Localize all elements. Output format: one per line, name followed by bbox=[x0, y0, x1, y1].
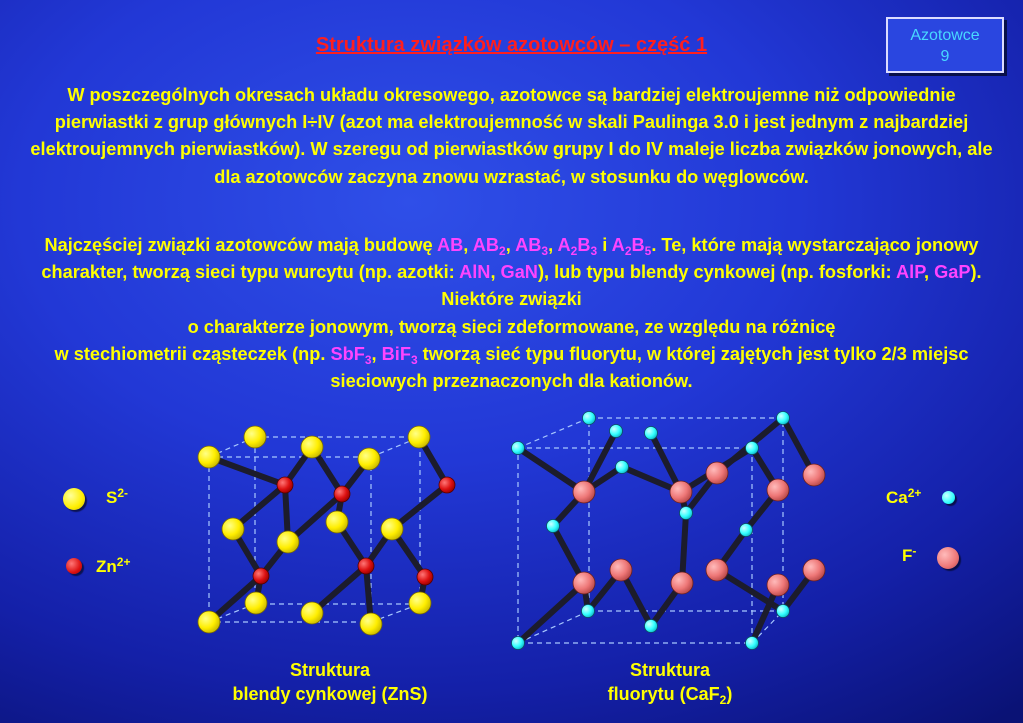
f-ion bbox=[705, 558, 729, 582]
s-ion bbox=[380, 517, 404, 541]
zinc-ions bbox=[252, 476, 456, 586]
legend-s-label: S2- bbox=[106, 486, 129, 507]
fluoride-ions bbox=[572, 461, 826, 597]
slide-title: Struktura związków azotowców – część 1 bbox=[315, 34, 708, 56]
f-ion bbox=[670, 571, 694, 595]
text-segment: i bbox=[597, 235, 612, 255]
f-ion bbox=[572, 571, 596, 595]
paragraph-structures: Najczęściej związki azotowców mają budow… bbox=[41, 235, 982, 392]
s-ion bbox=[197, 445, 221, 469]
f-ion bbox=[766, 573, 790, 597]
f-ion bbox=[766, 478, 790, 502]
ca-ion bbox=[776, 411, 790, 425]
formula-ab3: AB3 bbox=[515, 235, 549, 258]
ca-ion bbox=[546, 519, 560, 533]
ca-ion bbox=[511, 441, 525, 455]
formula-a2b5: A2B5 bbox=[611, 235, 652, 258]
ca-ion bbox=[644, 619, 658, 633]
s-ion bbox=[197, 610, 221, 634]
sulfur-ions bbox=[197, 425, 432, 636]
ca-ion bbox=[609, 424, 623, 438]
formula-ab2: AB2 bbox=[472, 235, 506, 258]
slide-badge[interactable]: Azotowce 9 bbox=[886, 17, 1004, 73]
s-ion bbox=[300, 435, 324, 459]
caption-zinc-blende: Struktura blendy cynkowej (ZnS) bbox=[180, 658, 480, 706]
zinc-blende-cell-edges bbox=[208, 436, 421, 623]
ca-ion bbox=[582, 411, 596, 425]
caption-line: fluorytu (CaF2) bbox=[607, 684, 733, 707]
ca-ion bbox=[581, 604, 595, 618]
f-ion bbox=[572, 480, 596, 504]
paragraph-electronegativity: W poszczególnych okresach układu okresow… bbox=[30, 85, 993, 187]
s-ion bbox=[359, 612, 383, 636]
f-ion bbox=[609, 558, 633, 582]
formula-a2b3: A2B3 bbox=[557, 235, 598, 258]
text-segment: ), lub typu blendy cynkowej (np. fosfork… bbox=[537, 262, 896, 283]
legend-ca-label: Ca2+ bbox=[886, 486, 922, 507]
f-ion bbox=[802, 558, 826, 582]
fluorite-bonds bbox=[515, 415, 817, 646]
ca-ion bbox=[776, 604, 790, 618]
badge-label: Azotowce bbox=[910, 27, 980, 44]
legend-ca-swatch bbox=[942, 491, 955, 504]
text-segment: tworzą sieć typu fluorytu, w której zaję… bbox=[330, 343, 969, 392]
badge-page-number: 9 bbox=[940, 48, 950, 65]
legend-zn-swatch bbox=[66, 558, 82, 574]
ca-ion bbox=[644, 426, 658, 440]
s-ion bbox=[244, 591, 268, 615]
formula-bif3: BiF3 bbox=[381, 343, 418, 367]
legend-f-swatch bbox=[937, 547, 959, 569]
ca-ion bbox=[745, 441, 759, 455]
s-ion bbox=[357, 447, 381, 471]
zn-ion bbox=[357, 557, 375, 575]
legend-s-swatch bbox=[63, 488, 85, 510]
f-ion bbox=[669, 480, 693, 504]
s-ion bbox=[300, 601, 324, 625]
text-segment: o charakterze jonowym, tworzą sieci zdef… bbox=[187, 316, 836, 337]
formula-ab: AB bbox=[437, 235, 464, 255]
formula-gan: GaN bbox=[500, 262, 538, 283]
s-ion bbox=[407, 425, 431, 449]
ca-ion bbox=[745, 636, 759, 650]
ca-ion bbox=[739, 523, 753, 537]
text-segment: w stechiometrii cząsteczek (np. bbox=[54, 343, 331, 364]
s-ion bbox=[221, 517, 245, 541]
legend-f-label: F- bbox=[902, 544, 917, 565]
ca-ion bbox=[511, 636, 525, 650]
formula-aln: AlN bbox=[459, 262, 491, 283]
caption-line: Struktura bbox=[629, 660, 710, 680]
caption-fluorite: Struktura fluorytu (CaF2) bbox=[520, 658, 820, 706]
ca-ion bbox=[615, 460, 629, 474]
s-ion bbox=[325, 510, 349, 534]
text-segment: Najczęściej związki azotowców mają budow… bbox=[44, 235, 437, 255]
s-ion bbox=[276, 530, 300, 554]
text-segment: . Te, które mają wystarczająco jonowy ch… bbox=[41, 235, 979, 283]
zn-ion bbox=[416, 568, 434, 586]
zn-ion bbox=[276, 476, 294, 494]
calcium-ions bbox=[511, 411, 790, 650]
formula-alp: AlP bbox=[896, 262, 924, 283]
ca-ion bbox=[679, 506, 693, 520]
text-segment: ). Niektóre związki bbox=[441, 262, 982, 310]
legend-zn-label: Zn2+ bbox=[96, 555, 131, 576]
zn-ion bbox=[438, 476, 456, 494]
formula-sbf3: SbF3 bbox=[330, 343, 372, 367]
formula-gap: GaP bbox=[934, 262, 971, 283]
f-ion bbox=[705, 461, 729, 485]
s-ion bbox=[243, 425, 267, 449]
zn-ion bbox=[252, 567, 270, 585]
caption-line: blendy cynkowej (ZnS) bbox=[232, 684, 428, 704]
f-ion bbox=[802, 463, 826, 487]
s-ion bbox=[408, 591, 432, 615]
zn-ion bbox=[333, 485, 351, 503]
caption-line: Struktura bbox=[289, 660, 370, 680]
